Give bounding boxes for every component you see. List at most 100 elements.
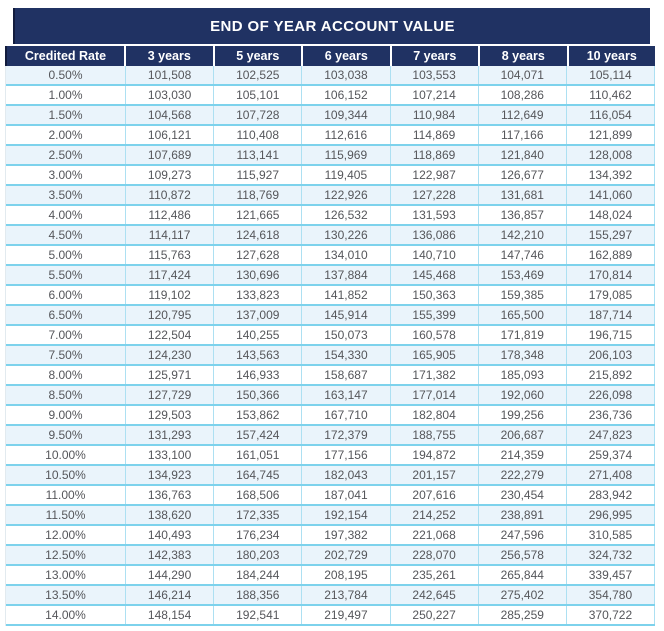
credited-rate-cell: 6.00% xyxy=(6,286,126,304)
table-row: 7.50% 124,230 143,563 154,330 165,905 178,348… xyxy=(6,346,656,366)
account-value-cell: 115,763 xyxy=(126,246,215,264)
credited-rate-cell: 0.50% xyxy=(6,66,126,84)
account-value-cell: 199,256 xyxy=(479,406,567,424)
account-value-cell: 192,154 xyxy=(302,506,391,524)
account-value-cell: 370,722 xyxy=(567,606,656,624)
account-value-cell: 103,038 xyxy=(302,66,391,84)
table-row: 1.00% 103,030 105,101 106,152 107,214 108,286… xyxy=(6,86,656,106)
account-value-cell: 172,379 xyxy=(302,426,391,444)
credited-rate-cell: 4.50% xyxy=(6,226,126,244)
table-row: 9.00% 129,503 153,862 167,710 182,804 199,256… xyxy=(6,406,656,426)
credited-rate-cell: 11.50% xyxy=(6,506,126,524)
account-value-cell: 160,578 xyxy=(391,326,479,344)
credited-rate-cell: 9.50% xyxy=(6,426,126,444)
account-value-cell: 235,261 xyxy=(391,566,479,584)
table-row: 8.50% 127,729 150,366 163,147 177,014 192,060… xyxy=(6,386,656,406)
account-value-cell: 102,525 xyxy=(214,66,303,84)
account-value-cell: 155,399 xyxy=(391,306,479,324)
account-value-cell: 250,227 xyxy=(391,606,479,624)
account-value-cell: 121,899 xyxy=(567,126,656,144)
account-value-cell: 148,024 xyxy=(567,206,656,224)
credited-rate-cell: 5.00% xyxy=(6,246,126,264)
account-value-cell: 104,568 xyxy=(126,106,215,124)
account-value-cell: 201,157 xyxy=(391,466,479,484)
account-value-cell: 106,121 xyxy=(126,126,215,144)
account-value-cell: 127,729 xyxy=(126,386,215,404)
account-value-cell: 144,290 xyxy=(126,566,215,584)
account-value-cell: 141,852 xyxy=(302,286,391,304)
account-value-cell: 112,649 xyxy=(479,106,567,124)
table-row: 2.00% 106,121 110,408 112,616 114,869 117,166… xyxy=(6,126,656,146)
account-value-cell: 153,469 xyxy=(479,266,567,284)
account-value-cell: 110,984 xyxy=(391,106,479,124)
account-value-cell: 177,014 xyxy=(391,386,479,404)
account-value-cell: 208,195 xyxy=(302,566,391,584)
table-row: 11.00% 136,763 168,506 187,041 207,616 230,45… xyxy=(6,486,656,506)
account-value-cell: 110,872 xyxy=(126,186,215,204)
account-value-cell: 127,628 xyxy=(214,246,303,264)
table-row: 5.50% 117,424 130,696 137,884 145,468 153,469… xyxy=(6,266,656,286)
account-value-cell: 192,541 xyxy=(214,606,303,624)
account-value-cell: 226,098 xyxy=(567,386,656,404)
account-value-cell: 146,933 xyxy=(214,366,303,384)
credited-rate-cell: 11.00% xyxy=(6,486,126,504)
account-value-cell: 133,823 xyxy=(214,286,303,304)
account-value-cell: 110,408 xyxy=(214,126,303,144)
account-value-cell: 238,891 xyxy=(479,506,567,524)
account-value-cell: 110,462 xyxy=(567,86,656,104)
account-value-cell: 146,214 xyxy=(126,586,215,604)
credited-rate-cell: 13.50% xyxy=(6,586,126,604)
account-value-cell: 109,344 xyxy=(302,106,391,124)
account-value-cell: 103,553 xyxy=(391,66,479,84)
table-title-bar: END OF YEAR ACCOUNT VALUE xyxy=(13,8,650,44)
account-value-cell: 214,359 xyxy=(479,446,567,464)
account-value-cell: 114,117 xyxy=(126,226,215,244)
account-value-cell: 126,532 xyxy=(302,206,391,224)
credited-rate-cell: 4.00% xyxy=(6,206,126,224)
table-row: 2.50% 107,689 113,141 115,969 118,869 121,840… xyxy=(6,146,656,166)
account-value-cell: 167,710 xyxy=(302,406,391,424)
account-value-cell: 158,687 xyxy=(302,366,391,384)
account-value-cell: 140,710 xyxy=(391,246,479,264)
account-value-cell: 134,010 xyxy=(302,246,391,264)
account-value-cell: 202,729 xyxy=(302,546,391,564)
table-row: 3.50% 110,872 118,769 122,926 127,228 131,681… xyxy=(6,186,656,206)
table-row: 3.00% 109,273 115,927 119,405 122,987 126,677… xyxy=(6,166,656,186)
account-value-cell: 124,230 xyxy=(126,346,215,364)
account-value-cell: 219,497 xyxy=(302,606,391,624)
account-value-cell: 122,987 xyxy=(391,166,479,184)
account-value-cell: 165,905 xyxy=(391,346,479,364)
credited-rate-cell: 7.50% xyxy=(6,346,126,364)
account-value-cell: 310,585 xyxy=(567,526,656,544)
account-value-cell: 171,382 xyxy=(391,366,479,384)
credited-rate-cell: 7.00% xyxy=(6,326,126,344)
account-value-cell: 184,244 xyxy=(214,566,303,584)
account-value-cell: 242,645 xyxy=(391,586,479,604)
account-value-cell: 265,844 xyxy=(479,566,567,584)
account-value-cell: 236,736 xyxy=(567,406,656,424)
account-value-cell: 155,297 xyxy=(567,226,656,244)
credited-rate-cell: 2.00% xyxy=(6,126,126,144)
table-row: 7.00% 122,504 140,255 150,073 160,578 171,819… xyxy=(6,326,656,346)
table-row: 10.00% 133,100 161,051 177,156 194,872 214,35… xyxy=(6,446,656,466)
account-value-cell: 188,356 xyxy=(214,586,303,604)
account-value-cell: 130,226 xyxy=(302,226,391,244)
account-value-cell: 192,060 xyxy=(479,386,567,404)
account-value-cell: 171,819 xyxy=(479,326,567,344)
account-value-cell: 150,073 xyxy=(302,326,391,344)
credited-rate-cell: 8.00% xyxy=(6,366,126,384)
table-row: 6.50% 120,795 137,009 145,914 155,399 165,500… xyxy=(6,306,656,326)
account-value-cell: 115,927 xyxy=(214,166,303,184)
account-value-cell: 207,616 xyxy=(391,486,479,504)
table-row: 12.00% 140,493 176,234 197,382 221,068 247,59… xyxy=(6,526,656,546)
account-value-cell: 137,009 xyxy=(214,306,303,324)
account-value-cell: 206,687 xyxy=(479,426,567,444)
account-value-cell: 120,795 xyxy=(126,306,215,324)
account-value-cell: 121,840 xyxy=(479,146,567,164)
account-value-cell: 170,814 xyxy=(567,266,656,284)
account-value-cell: 182,043 xyxy=(302,466,391,484)
account-value-cell: 107,214 xyxy=(391,86,479,104)
account-value-cell: 172,335 xyxy=(214,506,303,524)
account-value-cell: 124,618 xyxy=(214,226,303,244)
account-value-cell: 133,100 xyxy=(126,446,215,464)
